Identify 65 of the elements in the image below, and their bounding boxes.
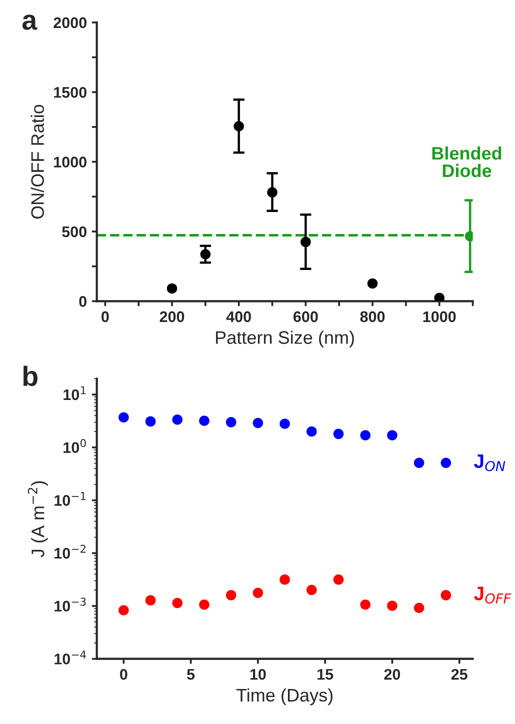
point xyxy=(118,412,129,423)
y-tick-label: 10$^{−4}$ xyxy=(54,650,86,664)
chart-title: b xyxy=(23,366,38,386)
x-tick-label: 10 xyxy=(250,668,266,680)
y-tick-label: 10$^{−1}$ xyxy=(54,492,86,506)
y-axis-title: ON/OFF Ratio xyxy=(30,104,44,219)
y-tick-label: 2000 xyxy=(54,17,86,28)
text: Blended Diode xyxy=(432,146,502,178)
point xyxy=(300,236,311,248)
y-axis-title: J (A m$^{−2}$) xyxy=(28,481,48,558)
y-tick-label: 10$^{−3}$ xyxy=(54,598,86,612)
point xyxy=(360,430,371,440)
point xyxy=(306,584,317,596)
x-axis-title: Pattern Size (nm) xyxy=(216,330,354,348)
point xyxy=(367,278,378,289)
y-tick-label: 10$^{−2}$ xyxy=(54,544,86,559)
point xyxy=(267,187,278,198)
y-tick-label: 1000 xyxy=(54,156,86,168)
point xyxy=(145,416,156,427)
point xyxy=(333,428,344,440)
point xyxy=(360,599,371,610)
point xyxy=(440,458,452,468)
point xyxy=(234,121,244,132)
point xyxy=(199,416,210,426)
point xyxy=(333,574,344,585)
point xyxy=(145,595,156,606)
point xyxy=(414,458,424,468)
y-tick-label: 10$^{0}$ xyxy=(64,439,86,453)
x-tick-label: 0 xyxy=(102,311,109,322)
x-tick-label: 0 xyxy=(120,668,128,680)
point xyxy=(306,426,317,437)
x-tick-label: 800 xyxy=(360,311,385,322)
point xyxy=(226,590,236,600)
x-axis-title: Time (Days) xyxy=(236,688,332,706)
x-tick-label: 1000 xyxy=(423,311,456,322)
x-tick-label: 15 xyxy=(318,669,334,680)
point xyxy=(200,249,211,260)
y-tick-label: 0 xyxy=(79,296,86,307)
point xyxy=(387,600,398,611)
x-tick-label: 20 xyxy=(384,668,400,680)
x-tick-label: 5 xyxy=(187,669,195,680)
y-tick-label: 10$^{1}$ xyxy=(64,386,86,400)
point xyxy=(387,430,398,440)
series-label: J$_{ON}$ xyxy=(474,454,506,472)
point xyxy=(434,292,445,302)
point xyxy=(226,417,236,428)
y-tick-label: 500 xyxy=(62,226,86,238)
x-tick-label: 600 xyxy=(293,311,318,322)
point xyxy=(280,574,290,585)
point xyxy=(172,598,183,608)
point xyxy=(172,414,183,425)
x-tick-label: 200 xyxy=(160,311,184,322)
point xyxy=(252,588,264,598)
point xyxy=(252,418,264,428)
chart-title: a xyxy=(22,14,38,30)
point xyxy=(414,602,424,614)
point xyxy=(199,599,210,610)
point xyxy=(118,605,129,616)
point xyxy=(166,283,178,294)
series-label: J$_{OFF}$ xyxy=(474,586,512,604)
point xyxy=(440,590,452,600)
point xyxy=(280,418,290,429)
y-tick-label: 1500 xyxy=(54,86,86,98)
x-tick-label: 25 xyxy=(451,668,468,680)
x-tick-label: 400 xyxy=(226,311,251,322)
